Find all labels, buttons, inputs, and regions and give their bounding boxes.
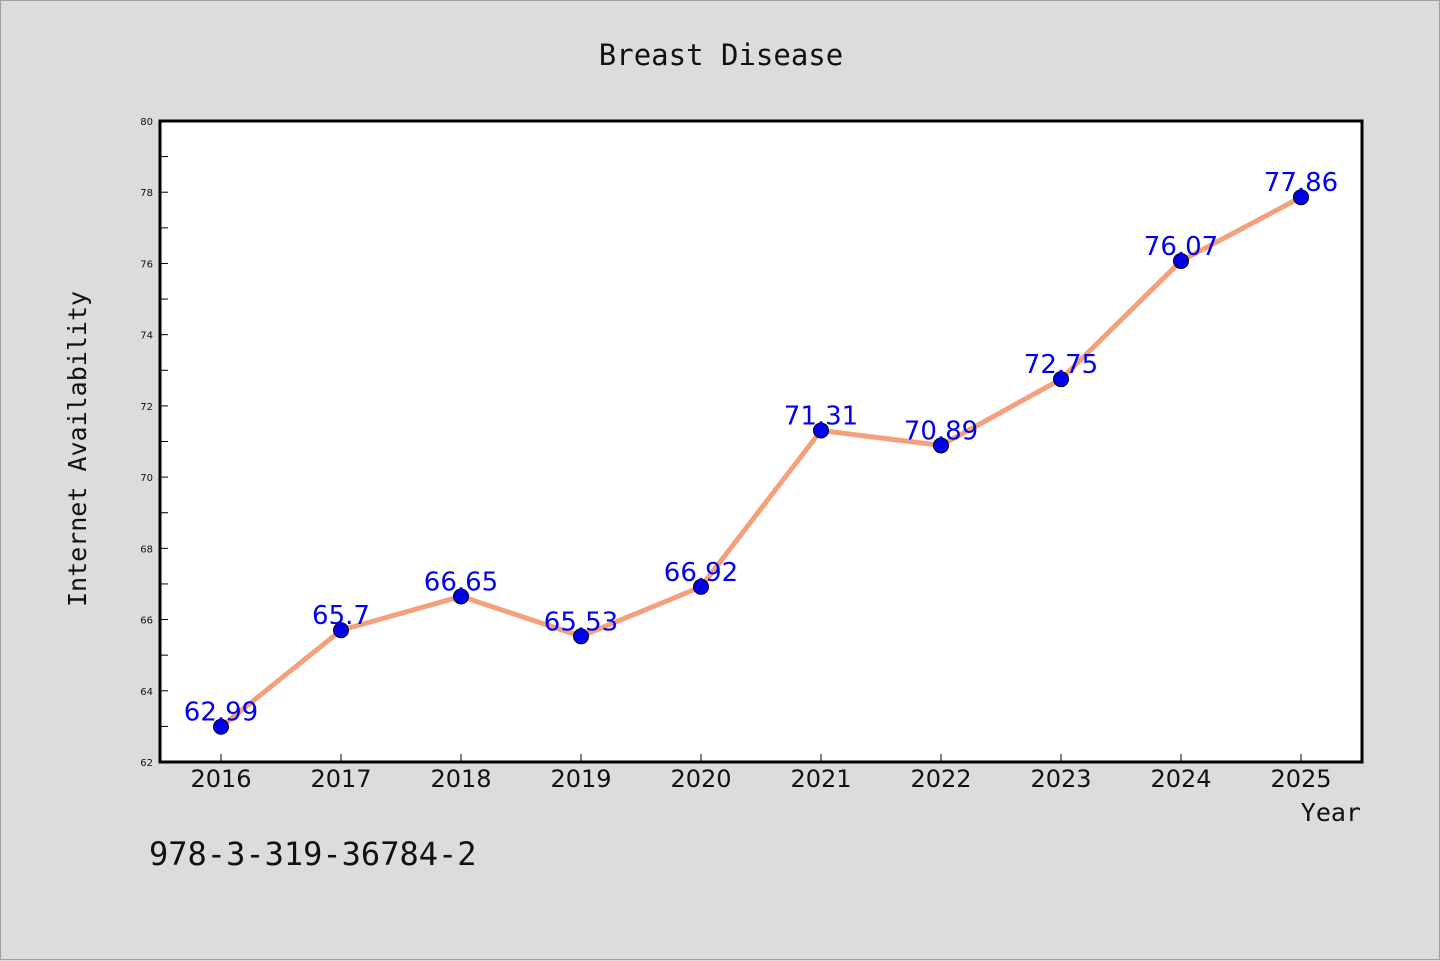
- x-tick-label: 2021: [790, 765, 851, 793]
- data-label: 77.86: [1264, 168, 1338, 198]
- data-point: [1053, 371, 1069, 388]
- series-line: [219, 194, 1303, 729]
- x-tick-label: 2018: [430, 765, 491, 793]
- y-axis-label: Internet Availability: [63, 291, 92, 607]
- data-label: 65.53: [544, 607, 618, 637]
- data-label: 66.92: [664, 558, 738, 588]
- data-point: [453, 588, 469, 605]
- data-labels: 62.99 65.7 66.65 65.53 66.92 71.31 70.89 72.75 7…: [184, 168, 1338, 728]
- data-label: 71.31: [784, 401, 858, 431]
- y-tick-label: 80: [140, 117, 153, 128]
- data-point: [1293, 189, 1309, 206]
- data-label: 66.65: [424, 567, 498, 597]
- x-tick-label: 2022: [910, 765, 971, 793]
- data-label: 65.7: [312, 601, 370, 631]
- y-tick-label: 64: [140, 687, 153, 698]
- y-tick-label: 76: [140, 259, 153, 270]
- data-label: 76.07: [1144, 232, 1218, 262]
- x-axis: 2016 2017 2018 2019 2020 2021 2022 2023 2024 2025: [190, 754, 1332, 793]
- series-markers: [213, 189, 1309, 735]
- x-tick-label: 2017: [310, 765, 371, 793]
- data-point: [1173, 252, 1189, 269]
- y-tick-label: 62: [140, 758, 153, 769]
- x-tick-label: 2020: [670, 765, 731, 793]
- y-tick-label: 72: [140, 402, 153, 413]
- y-tick-label: 70: [140, 473, 153, 484]
- chart-title: Breast Disease: [599, 38, 843, 72]
- data-point: [213, 718, 229, 735]
- y-tick-label: 68: [140, 544, 153, 555]
- x-tick-label: 2025: [1270, 765, 1331, 793]
- y-tick-label: 78: [140, 188, 153, 199]
- data-point: [573, 628, 589, 645]
- x-tick-label: 2024: [1150, 765, 1211, 793]
- plot-area: [158, 119, 1364, 764]
- x-tick-label: 2023: [1030, 765, 1091, 793]
- x-tick-label: 2016: [190, 765, 251, 793]
- isbn-text: 978-3-319-36784-2: [149, 835, 477, 873]
- data-label: 62.99: [184, 698, 258, 728]
- y-tick-label: 74: [140, 331, 153, 342]
- data-point: [333, 622, 349, 639]
- data-point: [813, 422, 829, 439]
- data-point: [693, 578, 709, 595]
- y-axis: 62 64 66 68 70 72 74 76 78 80: [140, 117, 168, 769]
- x-axis-label: Year: [1301, 798, 1361, 827]
- y-tick-label: 66: [140, 616, 153, 627]
- data-label: 70.89: [904, 416, 978, 446]
- data-label: 72.75: [1024, 350, 1098, 380]
- x-tick-label: 2019: [550, 765, 611, 793]
- data-point: [933, 437, 949, 454]
